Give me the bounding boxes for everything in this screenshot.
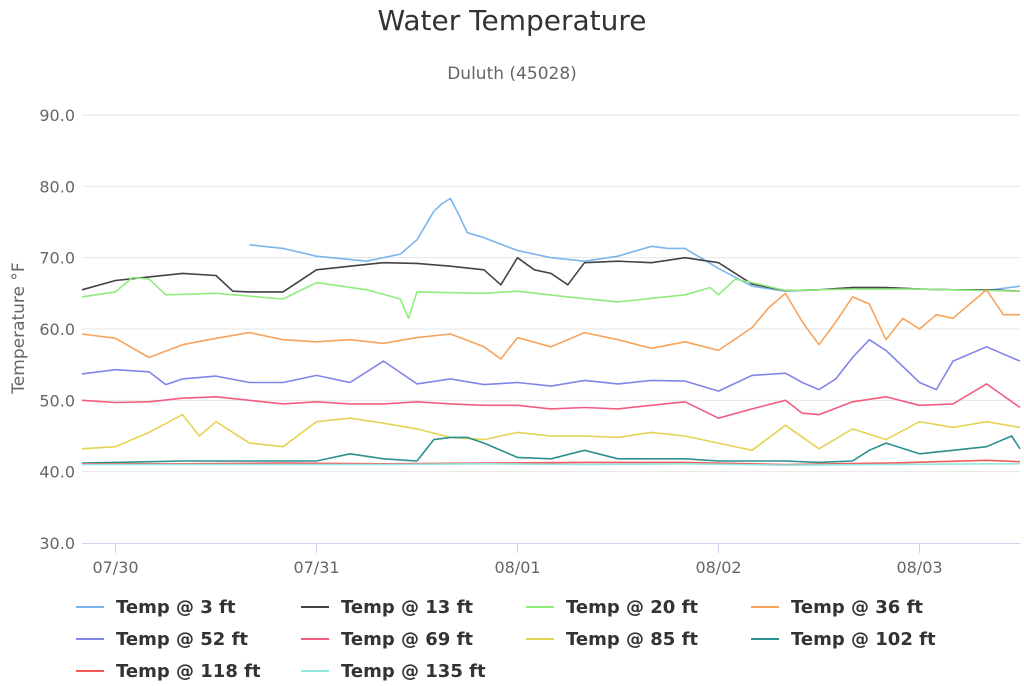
legend-swatch (301, 670, 329, 672)
series-line-temp-102-ft (81, 435, 1021, 464)
legend-swatch (751, 638, 779, 640)
legend-item[interactable]: Temp @ 69 ft (301, 624, 473, 654)
legend-item[interactable]: Temp @ 102 ft (751, 624, 936, 654)
legend-label: Temp @ 36 ft (791, 596, 924, 618)
legend-item[interactable]: Temp @ 3 ft (76, 592, 236, 622)
y-tick-label: 40.0 (39, 463, 75, 482)
legend-item[interactable]: Temp @ 85 ft (526, 624, 698, 654)
legend-item[interactable]: Temp @ 135 ft (301, 656, 486, 686)
y-tick-label: 70.0 (39, 249, 75, 268)
legend-label: Temp @ 69 ft (341, 628, 474, 650)
legend-label: Temp @ 52 ft (116, 628, 249, 650)
y-tick-label: 80.0 (39, 177, 75, 196)
y-tick-labels: 30.0 40.0 50.0 60.0 70.0 80.0 90.0 (39, 106, 75, 553)
chart-title: Water Temperature (377, 4, 647, 37)
legend-label: Temp @ 3 ft (116, 596, 236, 618)
series-line-temp-3-ft (249, 197, 1021, 293)
legend-item[interactable]: Temp @ 118 ft (76, 656, 261, 686)
legend-swatch (76, 670, 104, 672)
series-line-temp-118-ft (82, 459, 1021, 466)
legend-swatch (751, 606, 779, 608)
series-line-temp-36-ft (81, 288, 1020, 360)
legend-label: Temp @ 85 ft (566, 628, 699, 650)
legend-label: Temp @ 20 ft (566, 596, 699, 618)
legend-label: Temp @ 135 ft (341, 660, 486, 682)
series-lines (81, 197, 1021, 467)
y-tick-label: 60.0 (39, 320, 75, 339)
x-axis: 07/30 07/31 08/01 08/02 08/03 (82, 543, 1020, 577)
y-tick-label: 90.0 (39, 106, 75, 125)
legend-item[interactable]: Temp @ 36 ft (751, 592, 923, 622)
series-line-temp-69-ft (81, 383, 1021, 420)
x-tick-label: 08/02 (695, 558, 741, 577)
legend-swatch (76, 638, 104, 640)
legend-item[interactable]: Temp @ 52 ft (76, 624, 248, 654)
series-line-temp-85-ft (81, 413, 1021, 452)
legend-swatch (526, 606, 554, 608)
y-axis-label: Temperature °F (9, 262, 29, 394)
legend-label: Temp @ 13 ft (341, 596, 474, 618)
legend-item[interactable]: Temp @ 20 ft (526, 592, 698, 622)
legend-item[interactable]: Temp @ 13 ft (301, 592, 473, 622)
legend-label: Temp @ 118 ft (116, 660, 261, 682)
series-line-temp-13-ft (81, 256, 1021, 293)
line-chart: 30.040.050.060.070.080.090.0 07/30 07/31 0… (9, 106, 1021, 577)
legend-swatch (526, 638, 554, 640)
legend-swatch (301, 638, 329, 640)
x-tick-label: 07/31 (293, 558, 339, 577)
legend-label: Temp @ 102 ft (791, 628, 936, 650)
chart-subtitle: Duluth (45028) (447, 64, 577, 84)
y-tick-label: 50.0 (39, 391, 75, 410)
series-line-temp-20-ft (81, 276, 1021, 320)
x-tick-label: 07/30 (92, 558, 138, 577)
x-tick-label: 08/03 (896, 558, 942, 577)
y-tick-label: 30.0 (39, 534, 75, 553)
legend-swatch (301, 606, 329, 608)
x-tick-label: 08/01 (494, 558, 540, 577)
series-line-temp-135-ft (82, 462, 1020, 467)
series-line-temp-52-ft (81, 338, 1021, 392)
legend-swatch (76, 606, 104, 608)
